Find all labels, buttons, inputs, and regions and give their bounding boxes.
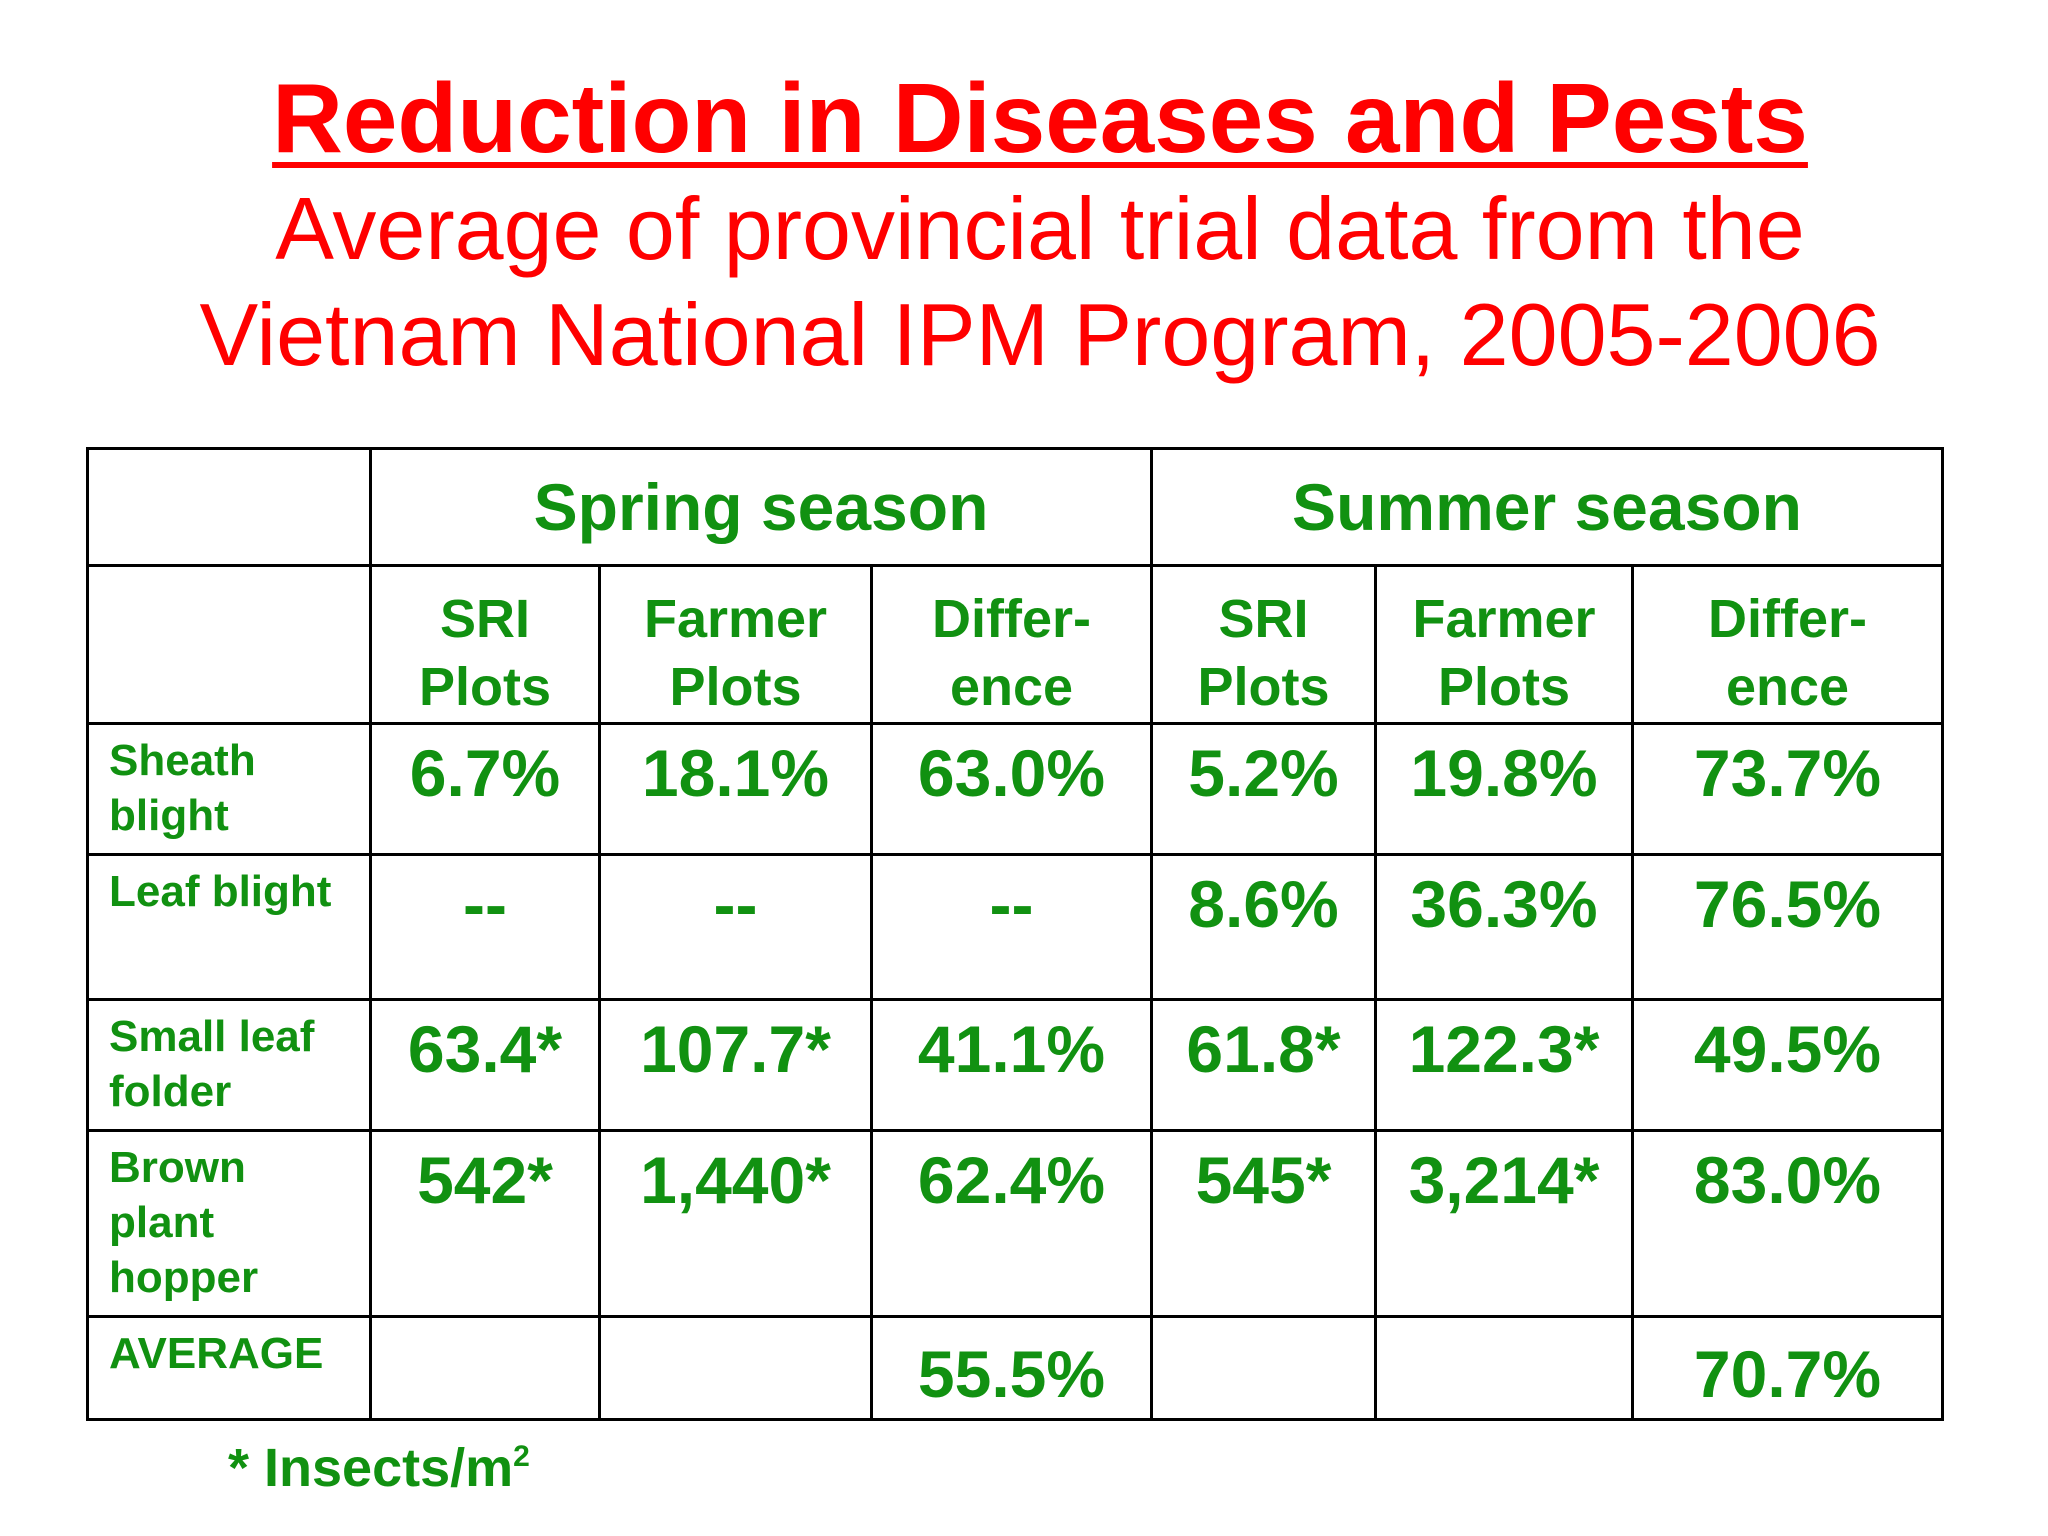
table-cell: 63.4* [369, 998, 601, 1132]
table-cell: 3,214* [1374, 1129, 1634, 1318]
table-cell: 70.7% [1631, 1315, 1944, 1421]
table-cell: 63.0% [870, 722, 1153, 856]
row-label: Small leaf folder [86, 998, 372, 1132]
table-cell: 61.8* [1150, 998, 1377, 1132]
table-cell: 83.0% [1631, 1129, 1944, 1318]
table-cell [369, 1315, 601, 1421]
table-cell: 542* [369, 1129, 601, 1318]
table-row-leaf-blight: Leaf blight -- -- -- 8.6% 36.3% 76.5% [86, 853, 1944, 1001]
spring-season-header: Spring season [369, 447, 1153, 567]
table-row-brown-plant-hopper: Brown plant hopper 542* 1,440* 62.4% 545… [86, 1129, 1944, 1318]
footnote-superscript: 2 [513, 1440, 530, 1473]
table-cell: 49.5% [1631, 998, 1944, 1132]
row-label: Leaf blight [86, 853, 372, 1001]
footnote: * Insects/m2 [228, 1425, 530, 1500]
table-cell: 8.6% [1150, 853, 1377, 1001]
row-label: Sheath blight [86, 722, 372, 856]
column-header-summer-difference: Differ- ence [1631, 564, 1944, 725]
table-cell [598, 1315, 873, 1421]
column-header-summer-farmer: Farmer Plots [1374, 564, 1634, 725]
row-label: Brown plant hopper [86, 1129, 372, 1318]
row-label: AVERAGE [86, 1315, 372, 1421]
table-cell: 122.3* [1374, 998, 1634, 1132]
slide-title: Reduction in Diseases and Pests [272, 63, 1808, 173]
summer-season-header: Summer season [1150, 447, 1944, 567]
table-cell: 76.5% [1631, 853, 1944, 1001]
table-cell: 6.7% [369, 722, 601, 856]
table-cell: 62.4% [870, 1129, 1153, 1318]
column-header-summer-sri: SRI Plots [1150, 564, 1377, 725]
table-cell: 41.1% [870, 998, 1153, 1132]
empty-label-cell [86, 564, 372, 725]
table-row-sheath-blight: Sheath blight 6.7% 18.1% 63.0% 5.2% 19.8… [86, 722, 1944, 856]
table-cell: 73.7% [1631, 722, 1944, 856]
table-cell: 5.2% [1150, 722, 1377, 856]
table-cell: -- [598, 853, 873, 1001]
table-cell: 1,440* [598, 1129, 873, 1318]
table-cell: -- [369, 853, 601, 1001]
table-cell [1374, 1315, 1634, 1421]
table-cell: -- [870, 853, 1153, 1001]
table-cell: 545* [1150, 1129, 1377, 1318]
empty-corner-cell [86, 447, 372, 567]
table-row-average: AVERAGE 55.5% 70.7% [86, 1315, 1944, 1421]
table-cell: 18.1% [598, 722, 873, 856]
footnote-text: * Insects/m [228, 1438, 514, 1498]
pest-reduction-table: Spring season Summer season SRI Plots Fa… [86, 447, 1944, 1421]
season-header-row: Spring season Summer season [86, 447, 1944, 567]
table-cell: 36.3% [1374, 853, 1634, 1001]
table-cell [1150, 1315, 1377, 1421]
slide-subtitle: Average of provincial trial data from th… [199, 179, 1881, 384]
table-cell: 55.5% [870, 1315, 1153, 1421]
column-header-spring-sri: SRI Plots [369, 564, 601, 725]
table-row-small-leaf-folder: Small leaf folder 63.4* 107.7* 41.1% 61.… [86, 998, 1944, 1132]
column-header-spring-difference: Differ- ence [870, 564, 1153, 725]
table-cell: 107.7* [598, 998, 873, 1132]
column-header-spring-farmer: Farmer Plots [598, 564, 873, 725]
column-header-row: SRI Plots Farmer Plots Differ- ence SRI … [86, 564, 1944, 725]
table-cell: 19.8% [1374, 722, 1634, 856]
